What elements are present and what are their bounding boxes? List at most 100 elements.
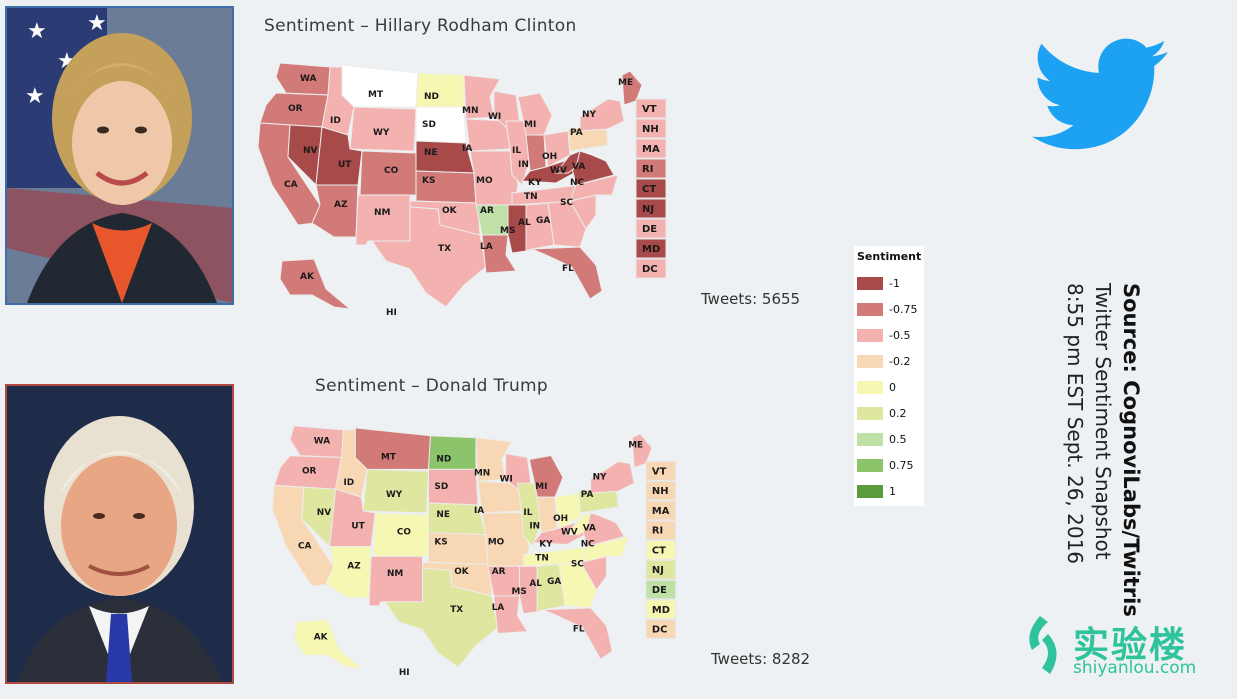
- ne-label-vt: VT: [652, 466, 667, 477]
- ne-label-nh: NH: [652, 486, 669, 497]
- state-label-sd: SD: [434, 482, 448, 492]
- legend-label: 0.75: [889, 458, 914, 472]
- legend-label: 0.2: [889, 406, 907, 420]
- state-label-wv: WV: [550, 166, 567, 176]
- state-label-id: ID: [330, 116, 341, 126]
- state-label-ok: OK: [454, 567, 470, 577]
- state-label-nv: NV: [317, 508, 331, 518]
- legend-title: Sentiment: [857, 250, 922, 263]
- state-label-oh: OH: [553, 514, 568, 524]
- state-label-va: VA: [583, 524, 596, 534]
- legend-swatch: [857, 458, 883, 472]
- legend-label: 0: [889, 380, 896, 394]
- state-label-az: AZ: [334, 200, 348, 210]
- state-label-pa: PA: [570, 128, 583, 138]
- title-clinton: Sentiment – Hillary Rodham Clinton: [264, 16, 577, 36]
- state-az: [325, 546, 372, 599]
- state-label-va: VA: [572, 162, 585, 172]
- legend-label: 1: [889, 484, 896, 498]
- state-tx: [384, 567, 499, 668]
- state-label-la: LA: [492, 603, 505, 613]
- state-label-la: LA: [480, 242, 493, 252]
- state-label-sc: SC: [560, 198, 573, 208]
- state-label-fl: FL: [562, 264, 574, 274]
- state-mt: [341, 64, 419, 108]
- ne-label-nj: NJ: [642, 204, 654, 215]
- legend-swatch: [857, 276, 883, 290]
- state-label-ms: MS: [500, 226, 515, 236]
- ne-box-nj: [635, 198, 667, 219]
- state-label-ks: KS: [434, 538, 447, 548]
- ne-box-de: [645, 579, 677, 600]
- state-label-in: IN: [518, 160, 529, 170]
- state-az: [311, 184, 359, 238]
- watermark: 实验楼 shiyanlou.com: [1018, 614, 1223, 686]
- legend-swatch: [857, 328, 883, 342]
- state-label-al: AL: [529, 579, 542, 589]
- state-label-co: CO: [397, 528, 412, 538]
- state-label-hi: HI: [399, 668, 410, 678]
- state-label-hi: HI: [386, 308, 397, 318]
- state-ak: [279, 258, 352, 310]
- ne-box-md: [645, 599, 677, 620]
- legend-item: 1: [857, 478, 921, 504]
- ne-box-dc: [635, 258, 667, 279]
- state-label-nc: NC: [570, 178, 585, 188]
- state-label-ny: NY: [582, 110, 597, 120]
- ne-box-nj: [645, 559, 677, 580]
- photo-clinton: ★ ★ ★ ★: [5, 6, 234, 305]
- legend-item: -0.5: [857, 322, 921, 348]
- legend-swatch: [857, 484, 883, 498]
- state-label-nc: NC: [581, 540, 595, 550]
- ne-label-ma: MA: [642, 144, 660, 155]
- ne-label-md: MD: [652, 605, 670, 616]
- svg-text:★: ★: [27, 19, 47, 44]
- ne-label-ct: CT: [642, 184, 656, 195]
- state-me: [631, 433, 653, 469]
- legend-label: -0.2: [889, 354, 911, 368]
- state-label-id: ID: [343, 478, 354, 488]
- state-label-nm: NM: [387, 569, 403, 579]
- source-block: Source: CognoviLabs/Twitris Twitter Sent…: [1055, 283, 1145, 617]
- legend-item: 0.75: [857, 452, 921, 478]
- state-label-nd: ND: [436, 455, 451, 465]
- watermark-en: shiyanlou.com: [1073, 658, 1197, 678]
- state-label-wi: WI: [500, 474, 513, 484]
- legend-item: 0.2: [857, 400, 921, 426]
- state-label-tx: TX: [450, 605, 463, 615]
- state-ms: [518, 565, 538, 615]
- state-ny: [590, 460, 635, 494]
- legend-label: -0.5: [889, 328, 911, 342]
- ne-box-de: [635, 218, 667, 239]
- state-nm: [355, 194, 411, 246]
- state-fl: [531, 246, 603, 300]
- state-label-mo: MO: [488, 538, 505, 548]
- source-line2: Twitter Sentiment Snapshot: [1091, 283, 1115, 560]
- legend-item: -1: [857, 270, 921, 296]
- state-wv: [554, 150, 581, 174]
- tweet-count-clinton: Tweets: 5655: [701, 290, 801, 308]
- state-label-ak: AK: [300, 272, 315, 282]
- legend-item: -0.2: [857, 348, 921, 374]
- state-label-ia: IA: [462, 144, 472, 154]
- state-label-me: ME: [628, 441, 643, 451]
- state-wy: [362, 468, 430, 514]
- state-label-al: AL: [518, 218, 531, 228]
- ne-box-ct: [635, 178, 667, 199]
- state-label-nd: ND: [424, 92, 439, 102]
- state-label-sc: SC: [571, 559, 584, 569]
- state-label-ca: CA: [284, 180, 298, 190]
- state-label-ky: KY: [528, 178, 542, 188]
- ne-label-vt: VT: [642, 104, 657, 115]
- state-label-ia: IA: [474, 506, 484, 516]
- svg-text:★: ★: [87, 11, 107, 36]
- state-label-fl: FL: [573, 625, 585, 635]
- svg-text:★: ★: [25, 84, 45, 109]
- state-al: [525, 202, 555, 252]
- state-label-mt: MT: [368, 90, 384, 100]
- state-label-ak: AK: [314, 632, 329, 642]
- ne-label-ri: RI: [652, 526, 663, 537]
- ne-label-ma: MA: [652, 506, 670, 517]
- legend-swatch: [857, 380, 883, 394]
- state-ny: [579, 98, 625, 132]
